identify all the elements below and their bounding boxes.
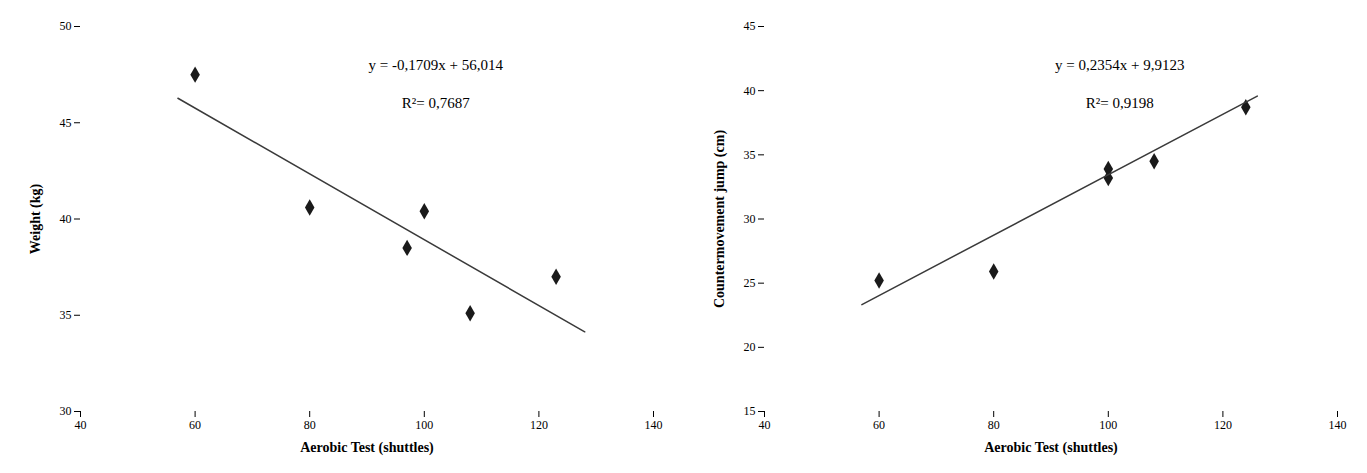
- svg-text:30: 30: [743, 212, 755, 226]
- svg-text:Aerobic Test (shuttles): Aerobic Test (shuttles): [300, 440, 434, 456]
- svg-text:Aerobic Test (shuttles): Aerobic Test (shuttles): [984, 440, 1118, 456]
- svg-text:y = 0,2354x + 9,9123: y = 0,2354x + 9,9123: [1055, 57, 1184, 73]
- svg-text:40: 40: [75, 418, 87, 432]
- svg-text:100: 100: [1099, 418, 1117, 432]
- svg-text:Countermovement jump (cm): Countermovement jump (cm): [712, 130, 728, 308]
- svg-text:60: 60: [189, 418, 201, 432]
- svg-text:25: 25: [743, 276, 755, 290]
- svg-text:40: 40: [743, 84, 755, 98]
- svg-text:45: 45: [743, 19, 755, 33]
- svg-text:45: 45: [60, 116, 72, 130]
- svg-text:50: 50: [60, 19, 72, 33]
- svg-text:140: 140: [1328, 418, 1346, 432]
- svg-text:30: 30: [60, 404, 72, 418]
- svg-text:60: 60: [873, 418, 885, 432]
- svg-text:15: 15: [743, 404, 755, 418]
- svg-text:R²= 0,7687: R²= 0,7687: [402, 95, 470, 111]
- svg-text:140: 140: [645, 418, 663, 432]
- svg-text:35: 35: [743, 148, 755, 162]
- svg-text:R²= 0,9198: R²= 0,9198: [1086, 95, 1154, 111]
- svg-text:80: 80: [987, 418, 999, 432]
- svg-text:40: 40: [758, 418, 770, 432]
- svg-text:100: 100: [416, 418, 434, 432]
- svg-text:20: 20: [743, 340, 755, 354]
- svg-text:80: 80: [304, 418, 316, 432]
- svg-text:120: 120: [530, 418, 548, 432]
- svg-text:35: 35: [60, 308, 72, 322]
- svg-text:40: 40: [60, 212, 72, 226]
- svg-text:120: 120: [1214, 418, 1232, 432]
- svg-text:y = -0,1709x + 56,014: y = -0,1709x + 56,014: [369, 57, 504, 73]
- svg-text:Weight (kg): Weight (kg): [29, 183, 45, 254]
